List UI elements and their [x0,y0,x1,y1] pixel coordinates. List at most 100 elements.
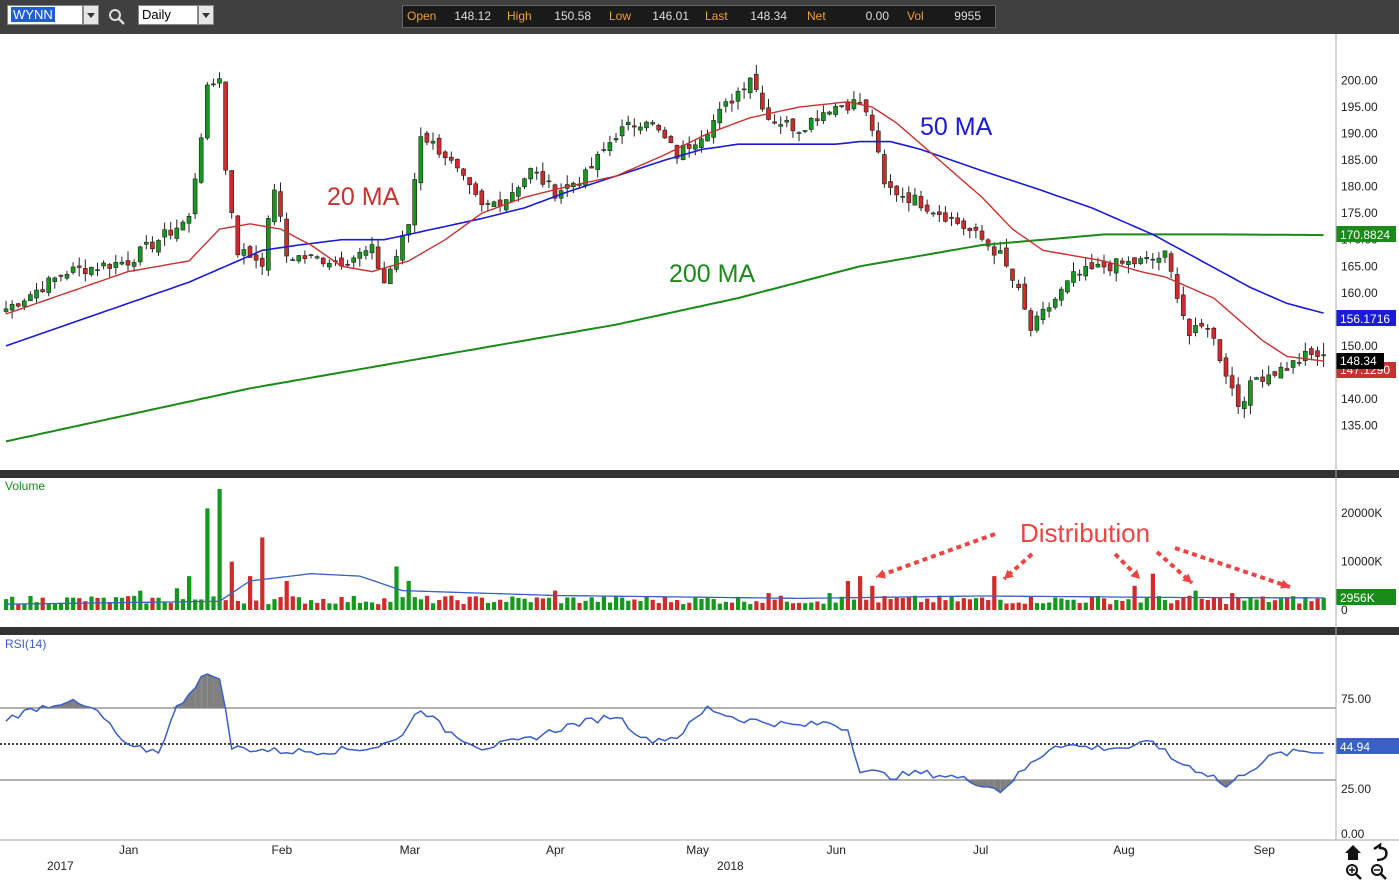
candle-body [442,151,448,159]
vol-label: Vol [907,9,924,23]
volume-bar [748,604,753,610]
chart-area[interactable]: 200.00 195.00 190.00 185.00 180.00 175.00 170.… [0,34,1399,881]
price-tick-label: 140.00 [1341,392,1378,406]
candle-body [1242,401,1247,410]
candle-body [540,171,546,185]
zoom-out-icon[interactable] [1371,864,1387,880]
volume-bar [565,597,570,610]
panel-divider[interactable] [0,470,1399,478]
volume-bar [632,599,637,610]
volume-bar [668,602,674,610]
candle-body [1181,294,1186,316]
candle-body [778,124,784,127]
volume-bar [620,597,625,610]
volume-bar [418,599,423,610]
volume-bar [46,603,51,610]
candle-body [1248,380,1253,406]
symbol-input[interactable]: WYNN [7,5,83,25]
volume-bar [16,603,21,610]
candle-body [1113,258,1119,274]
zoom-in-icon[interactable] [1346,864,1362,880]
volume-bar [766,593,771,610]
candle-body [589,166,594,169]
ma200-last-label: 170.8824 [1340,228,1390,242]
candle-body [1156,257,1162,263]
candle-body [479,190,485,206]
month-label: Aug [1113,843,1134,857]
candle-body [595,154,601,170]
interval-select[interactable]: Daily [138,5,198,25]
candle-body [467,177,472,186]
candle-body [894,185,899,196]
month-label: Mar [400,843,421,857]
volume-bar [833,602,838,610]
month-label: Jan [119,843,138,857]
interval-dropdown-button[interactable] [198,5,214,25]
open-label: Open [407,9,437,23]
candle-body [790,118,796,132]
volume-bar [736,596,741,610]
undo-icon[interactable] [1373,842,1388,862]
volume-bar [955,601,960,610]
volume-bar [772,599,777,610]
candle-body [217,78,222,84]
candle-body [186,216,192,224]
volume-bar [577,603,582,610]
volume-bar [961,598,966,610]
volume-bar [559,603,564,610]
volume-bar [888,599,893,610]
volume-bar [1108,604,1113,610]
price-tick-label: 190.00 [1341,127,1378,141]
candle-body [400,235,405,261]
candle-body [357,251,363,259]
candle-body [137,246,143,263]
candle-body [1187,318,1192,336]
candle-body [534,171,540,174]
volume-bar [1022,603,1027,610]
candle-body [1290,360,1296,368]
candle-body [638,126,643,131]
candle-body [235,215,241,256]
volume-bar [296,597,301,610]
candle-body [461,168,466,176]
search-icon[interactable] [108,8,126,26]
candle-body [40,289,45,293]
candle-body [1095,263,1101,268]
volume-bar [912,595,918,610]
volume-bar [437,599,442,610]
volume-bar [1278,598,1284,610]
candle-body [918,196,924,209]
rsi-overbought-fill [195,676,202,708]
volume-bar [162,602,167,610]
volume-bar [95,597,100,610]
interval-value: Daily [142,7,171,22]
candle-body [955,217,960,224]
candle-body [28,294,33,302]
price-panel: 200.00 195.00 190.00 185.00 180.00 175.00 170.… [0,34,1396,470]
volume-bar [180,599,186,610]
distribution-arrows [875,532,1291,589]
volume-bar [949,595,954,610]
home-icon[interactable] [1345,845,1361,860]
candle-body [1272,371,1278,376]
volume-bar [211,596,216,610]
volume-bar [187,576,192,610]
candle-body [814,118,820,122]
volume-bar [681,604,686,610]
volume-bar [229,561,234,610]
price-last-labels: 170.8824 156.1716 147.1290 148.34 [1336,226,1396,378]
volume-bar [315,602,320,610]
volume-bar [235,601,240,610]
low-value: 146.01 [652,9,689,23]
volume-bar [1114,600,1119,610]
panel-divider-2[interactable] [0,627,1399,635]
symbol-dropdown-button[interactable] [83,5,99,25]
candle-body [394,256,399,270]
volume-bar [10,596,15,610]
candle-body [1303,350,1308,362]
candle-body [857,102,863,104]
volume-bar [479,597,484,610]
volume-bar [1016,602,1021,610]
candle-body [1260,376,1265,382]
volume-bar [333,603,338,610]
